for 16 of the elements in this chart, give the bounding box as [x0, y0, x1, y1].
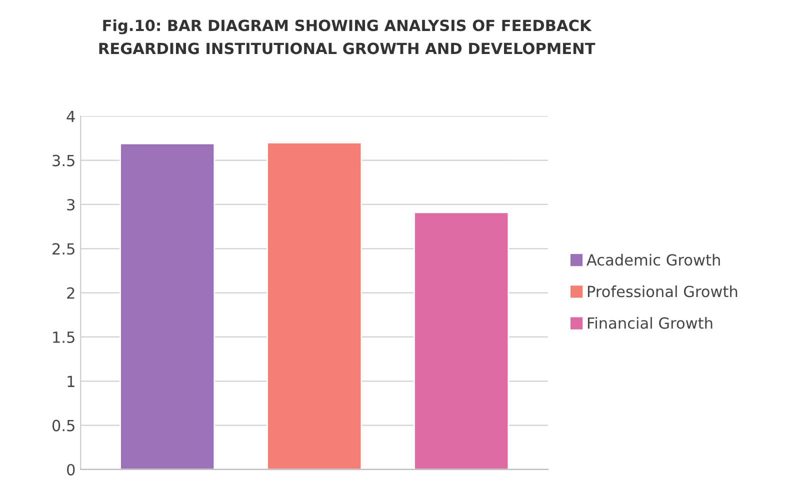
legend-label: Academic Growth — [586, 254, 720, 266]
legend-label: Financial Growth — [588, 317, 712, 329]
y-tick-label: 1 — [68, 376, 74, 387]
y-tick-label: 2.5 — [52, 243, 74, 255]
y-tick-label: 3 — [67, 198, 75, 211]
y-tick-label: 2 — [67, 287, 74, 299]
chart-title: Fig.10: BAR DIAGRAM SHOWING ANALYSIS OF FEEDBACK REGARDING INSTITUTIONAL GROWTH AND DEVELOPMENT — [99, 19, 596, 54]
y-tick-label: 4 — [66, 110, 75, 122]
y-tick-label: 1.5 — [53, 332, 74, 344]
bar — [120, 142, 216, 470]
bar — [414, 212, 510, 470]
bar — [266, 142, 362, 470]
y-tick-label: 3.5 — [52, 154, 74, 166]
legend-label: Professional Growth — [588, 285, 738, 298]
y-tick-label: 0 — [67, 464, 75, 476]
y-tick-label: 0.5 — [52, 420, 74, 432]
